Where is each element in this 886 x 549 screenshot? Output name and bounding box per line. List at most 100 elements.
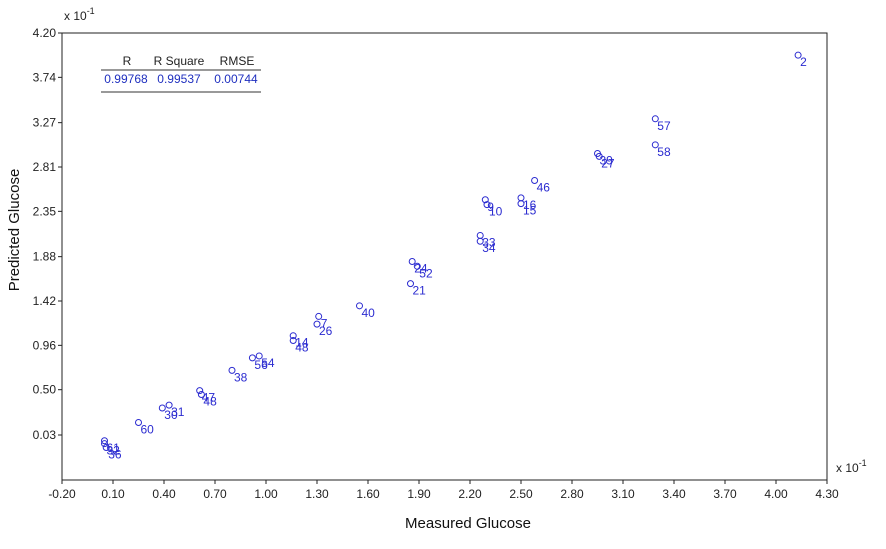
x-axis-title: Measured Glucose [405,515,531,532]
y-axis-title: Predicted Glucose [6,169,23,292]
point-label: 60 [141,422,155,436]
data-point: 60 [135,418,155,436]
data-point: 56 [248,354,268,372]
x-tick-label: 3.70 [713,487,737,501]
point-marker [102,444,110,452]
point-label: 32 [107,444,121,458]
point-label: 58 [657,145,671,159]
point-marker [135,418,142,426]
point-label: 48 [203,395,217,409]
x-tick-label: 1.90 [407,487,431,501]
point-label: 36 [108,448,122,462]
point-label: 26 [319,324,333,338]
point-marker [158,404,166,412]
point-label: 57 [657,119,671,133]
point-label: 61 [107,441,121,455]
point-label: 40 [362,306,376,320]
x-tick-label: 1.60 [356,487,380,501]
x-tick-label: 1.00 [254,487,278,501]
point-label: 48 [295,341,309,355]
point-label: 7 [321,316,328,330]
point-label: 38 [234,370,248,384]
stats-header-r: R [123,54,132,68]
data-point: 58 [651,141,671,159]
point-marker [289,332,297,340]
y-tick-label: 0.96 [33,338,57,352]
point-label: 34 [482,241,496,255]
stats-table: R R Square RMSE 0.99768 0.99537 0.00744 [101,54,261,93]
point-label: 15 [523,204,537,218]
data-points: 2575839274616159103334245221407261448545… [101,51,807,462]
x-exponent-label: x 10-1 [836,458,867,475]
point-marker [228,366,236,374]
point-marker [165,401,173,409]
data-point: 36 [102,444,122,462]
point-marker [595,152,603,160]
point-label: 24 [414,261,428,275]
point-label: 56 [254,358,268,372]
point-label: 39 [600,154,614,168]
point-marker [481,196,489,204]
point-marker [476,237,484,245]
x-tick-label: 1.30 [305,487,329,501]
y-tick-label: 1.42 [33,294,57,308]
point-label: 52 [419,266,433,280]
data-point: 54 [255,352,275,370]
y-tick-label: 2.35 [33,204,57,218]
axis-ticks: -0.20 0.10 0.40 0.70 1.00 1.30 1.60 1.90 2.20 2.5… [33,26,839,501]
point-label: 9 [487,200,494,214]
stats-value-rmse: 0.00744 [214,72,258,86]
data-point: 21 [407,280,427,298]
point-marker [315,312,323,320]
point-marker [413,262,421,270]
data-point: 9 [481,196,494,214]
data-point: 48 [197,391,217,409]
data-point: 27 [595,152,615,170]
x-tick-label: 2.80 [560,487,584,501]
x-tick-label: 0.40 [152,487,176,501]
point-label: 47 [202,391,216,405]
point-label: 30 [164,408,178,422]
data-point: 46 [531,176,550,194]
point-marker [408,257,416,265]
data-point: 31 [165,401,185,419]
point-marker [356,302,363,310]
data-point: 7 [315,312,328,330]
x-tick-label: 2.50 [509,487,533,501]
data-point: 38 [228,366,248,384]
point-marker [794,51,802,59]
point-marker [101,440,108,448]
point-marker [196,387,204,395]
data-point: 34 [476,237,496,255]
point-marker [517,200,525,208]
point-label: 27 [601,156,615,170]
y-tick-label: 0.03 [33,428,57,442]
point-label: 33 [482,235,496,249]
y-tick-label: 0.50 [33,383,57,397]
point-marker [483,201,491,209]
y-tick-label: 3.27 [33,116,57,130]
data-point: 61 [101,437,121,455]
stats-value-r-square: 0.99537 [157,72,201,86]
x-tick-label: 2.20 [458,487,482,501]
data-point: 47 [196,387,216,405]
data-point: 10 [483,201,503,219]
point-label: 21 [413,284,427,298]
data-point: 40 [356,302,376,320]
y-tick-label: 2.81 [33,160,57,174]
data-point: 48 [289,337,309,355]
x-tick-label: 0.10 [101,487,125,501]
data-point: 26 [313,320,333,338]
x-tick-label: 0.70 [203,487,227,501]
point-label: 16 [523,198,537,212]
x-tick-label: -0.20 [48,487,76,501]
data-point: 15 [517,200,537,218]
point-marker [248,354,256,362]
data-point: 57 [651,115,671,133]
stats-value-r: 0.99768 [104,72,148,86]
stats-header-r-square: R Square [154,54,205,68]
y-tick-label: 3.74 [33,70,57,84]
stats-header-rmse: RMSE [220,54,255,68]
point-marker [289,337,297,345]
